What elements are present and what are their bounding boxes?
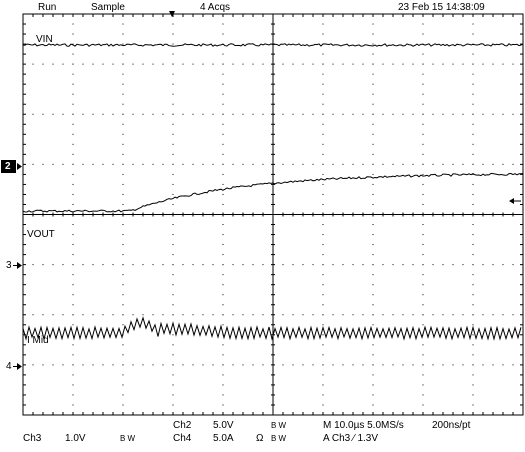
trigger-level-arrow-icon[interactable] <box>509 198 521 204</box>
ch4-marker-arrow-icon <box>17 363 22 370</box>
vout-trace <box>22 316 522 341</box>
ch2-marker-arrow-icon <box>17 163 22 170</box>
ch2-scale: 5.0V <box>213 420 234 431</box>
graticule <box>22 13 524 416</box>
ch3-name: Ch3 <box>23 433 42 444</box>
run-status: Run <box>38 2 57 13</box>
imid-label: I Mid <box>27 335 49 346</box>
ch2-marker-label: 2 <box>5 161 11 172</box>
trigger-position-marker[interactable] <box>169 11 175 17</box>
ch2-ramp-trace <box>22 172 524 213</box>
bw-indicator-ch2: B W <box>271 421 287 430</box>
acquisition-mode: Sample <box>91 2 125 13</box>
trigger-readout: A Ch3 ⁄ 1.3V <box>323 433 379 444</box>
ch3-scale: 1.0V <box>65 433 86 444</box>
date-time: 23 Feb 15 14:38:09 <box>398 2 485 13</box>
ch3-marker-arrow-icon <box>17 262 22 269</box>
vout-label: VOUT <box>27 229 55 240</box>
ohm-symbol: Ω <box>256 433 264 444</box>
ch2-marker-box[interactable] <box>1 160 16 173</box>
ch3-marker-label: 3 <box>6 260 12 271</box>
bw-indicator-ch4: B W <box>271 434 287 443</box>
vin-trace <box>22 43 524 47</box>
bw-indicator-ch3: B W <box>120 434 136 443</box>
timebase-readout: M 10.0µs 5.0MS/s <box>323 420 404 431</box>
ch2-name: Ch2 <box>173 420 192 431</box>
vin-label: VIN <box>36 34 53 45</box>
ch4-scale: 5.0A <box>213 433 234 444</box>
ch4-name: Ch4 <box>173 433 192 444</box>
acquisition-count: 4 Acqs <box>200 2 231 13</box>
record-length: 200ns/pt <box>432 420 471 431</box>
ch4-marker-label: 4 <box>6 361 12 372</box>
